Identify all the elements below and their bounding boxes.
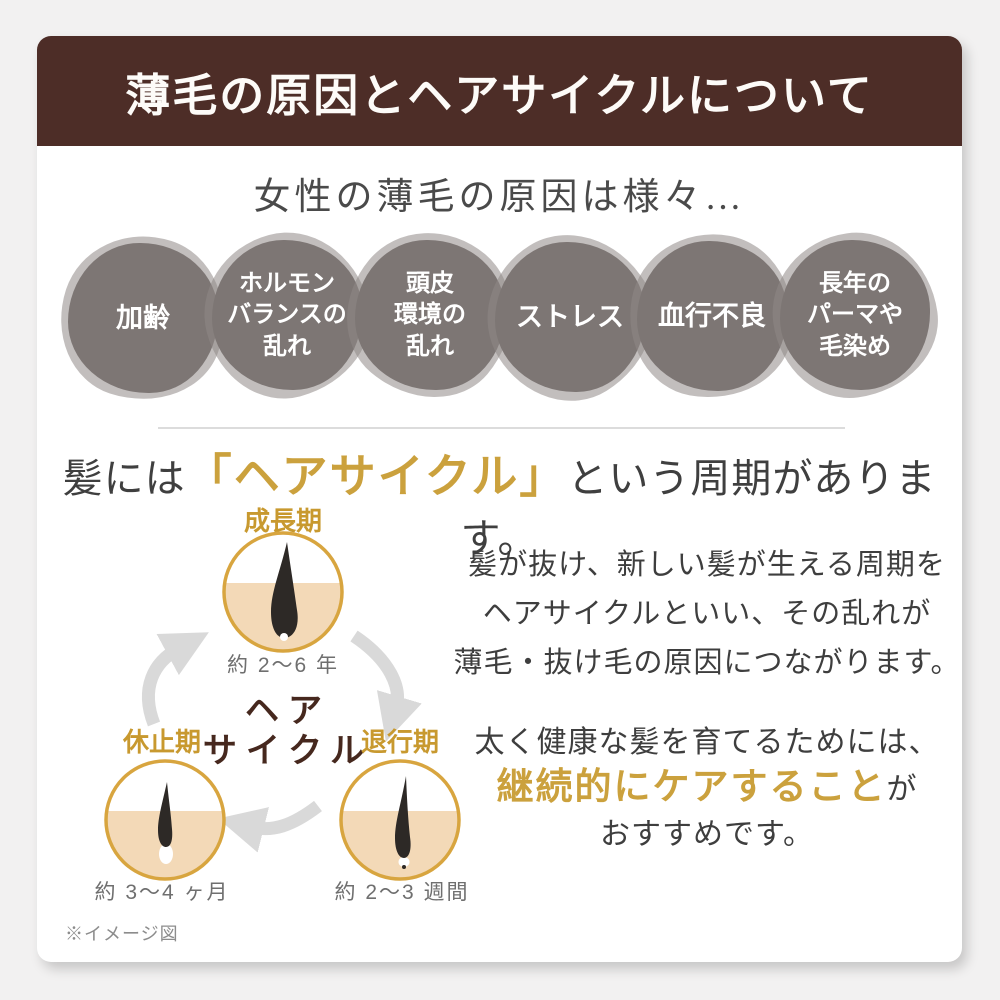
cause-label-line: ホルモン [239,270,335,298]
regression-phase-label: 退行期 [360,727,440,757]
cycle-description-paragraph: 髪が抜け、新しい髪が生える周期を ヘアサイクルといい、その乱れが 薄毛・抜け毛の… [437,541,977,688]
cause-label-line: 環境の [394,301,466,329]
description-line: ヘアサイクルといい、その乱れが [482,598,932,630]
cause-label: 加齢 [116,302,170,334]
regression-phase-circle [339,759,461,881]
cause-label-line: パーマや [807,301,903,329]
resting-phase-circle [104,759,226,881]
growth-hair-strand [271,542,298,638]
hair-cycle-diagram: 成長期 約 2〜6 年 ヘア サイクル 休止期 [60,504,480,916]
growth-phase-circle [222,531,344,653]
arrow-regression-to-resting [217,800,322,853]
cause-blob-scalp-environment: 頭皮 環境の 乱れ [355,240,505,390]
resting-hair-strand [158,782,173,847]
subtitle: 女性の薄毛の原因は様々… [253,177,746,218]
regression-hair-strand [395,776,411,858]
arrow-resting-to-growth [141,632,209,727]
cause-label-line: 乱れ [406,332,454,360]
cause-label-line: 頭皮 [406,270,454,298]
page-title: 薄毛の原因とヘアサイクルについて [125,69,874,121]
cause-label: ホルモン バランスの 乱れ [227,268,347,362]
cycle-title-line: ヘア [245,693,331,730]
recommendation-line: 継続的にケアすることが [437,765,977,813]
section-divider [158,427,845,429]
cause-label-line: バランスの [227,301,347,329]
cause-blob-hormone-balance: ホルモン バランスの 乱れ [212,240,362,390]
growth-phase-label: 成長期 [243,506,323,536]
description-line: 薄毛・抜け毛の原因につながります。 [453,647,961,679]
title-banner: 薄毛の原因とヘアサイクルについて [37,36,962,146]
cycle-heading-pre: 髪には [62,456,186,501]
cause-label-line: 毛染め [819,332,891,360]
image-disclaimer-note: ※イメージ図 [65,924,179,944]
recommendation-highlight: 継続的にケアすること [496,767,887,808]
resting-follicle-illustration [107,762,223,878]
cause-label-line: 血行不良 [658,300,766,331]
cause-label-line: 乱れ [263,332,311,360]
cause-label: 長年の パーマや 毛染め [807,268,903,362]
resting-phase-duration: 約 3〜4 ヶ月 [94,881,230,904]
cycle-heading: 髪には「ヘアサイクル」という周期があります。 [37,440,962,564]
regression-follicle-illustration [342,762,458,878]
cause-label: 血行不良 [658,300,766,332]
cause-label-line: ストレス [516,301,624,332]
regression-phase-duration: 約 2〜3 週間 [334,881,470,904]
cause-label: ストレス [516,301,624,333]
recommendation-line: おすすめです。 [600,818,814,851]
recommendation-suffix: が [886,773,918,806]
cycle-diagram-title: ヘア サイクル [203,692,373,772]
infographic-card: 薄毛の原因とヘアサイクルについて 女性の薄毛の原因は様々… 加齢 ホルモン バラ… [37,36,962,962]
cycle-heading-post: という周期があります。 [460,456,937,561]
cause-label: 頭皮 環境の 乱れ [394,268,466,362]
cause-label-line: 加齢 [116,302,170,333]
cause-label-line: 長年の [819,270,891,298]
resting-phase-label: 休止期 [122,727,202,757]
cause-blob-poor-circulation: 血行不良 [637,241,787,391]
causes-row: 加齢 ホルモン バランスの 乱れ 頭皮 環境の 乱れ ストレス [59,226,940,408]
growth-follicle-illustration [225,534,341,650]
cause-blob-aging: 加齢 [68,243,218,393]
cycle-title-line: サイクル [202,733,374,770]
cycle-heading-highlight: 「ヘアサイクル」 [185,451,568,502]
cause-blob-stress: ストレス [495,242,645,392]
growth-phase-duration: 約 2〜6 年 [226,654,340,677]
recommendation-line: 太く健康な髪を育てるためには、 [474,726,940,759]
cause-blob-perm-and-dye: 長年の パーマや 毛染め [780,240,930,390]
description-line: 髪が抜け、新しい髪が生える周期を [468,549,946,581]
care-recommendation-paragraph: 太く健康な髪を育てるためには、 継続的にケアすることが おすすめです。 [437,721,977,857]
